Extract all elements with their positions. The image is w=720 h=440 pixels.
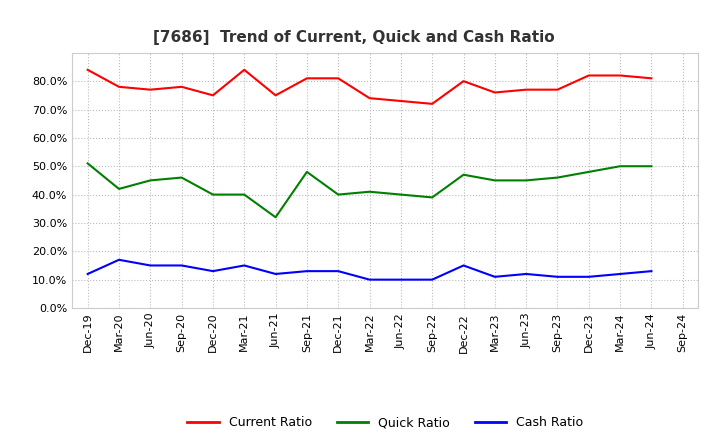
Cash Ratio — [490, 274, 499, 279]
Current Ratio — [271, 93, 280, 98]
Cash Ratio — [553, 274, 562, 279]
Quick Ratio — [271, 215, 280, 220]
Cash Ratio — [334, 268, 343, 274]
Current Ratio — [209, 93, 217, 98]
Quick Ratio — [490, 178, 499, 183]
Cash Ratio — [84, 271, 92, 277]
Cash Ratio — [177, 263, 186, 268]
Quick Ratio — [84, 161, 92, 166]
Cash Ratio — [459, 263, 468, 268]
Current Ratio — [490, 90, 499, 95]
Cash Ratio — [365, 277, 374, 282]
Current Ratio — [647, 76, 656, 81]
Cash Ratio — [585, 274, 593, 279]
Cash Ratio — [114, 257, 123, 262]
Quick Ratio — [616, 164, 624, 169]
Quick Ratio — [647, 164, 656, 169]
Quick Ratio — [522, 178, 531, 183]
Legend: Current Ratio, Quick Ratio, Cash Ratio: Current Ratio, Quick Ratio, Cash Ratio — [182, 411, 588, 434]
Cash Ratio — [209, 268, 217, 274]
Current Ratio — [177, 84, 186, 89]
Quick Ratio — [428, 195, 436, 200]
Quick Ratio — [585, 169, 593, 175]
Current Ratio — [553, 87, 562, 92]
Quick Ratio — [459, 172, 468, 177]
Current Ratio — [428, 101, 436, 106]
Cash Ratio — [302, 268, 311, 274]
Quick Ratio — [146, 178, 155, 183]
Cash Ratio — [428, 277, 436, 282]
Text: [7686]  Trend of Current, Quick and Cash Ratio: [7686] Trend of Current, Quick and Cash … — [153, 29, 555, 45]
Current Ratio — [240, 67, 248, 73]
Cash Ratio — [271, 271, 280, 277]
Quick Ratio — [240, 192, 248, 197]
Current Ratio — [302, 76, 311, 81]
Cash Ratio — [146, 263, 155, 268]
Quick Ratio — [114, 186, 123, 191]
Current Ratio — [522, 87, 531, 92]
Quick Ratio — [553, 175, 562, 180]
Line: Quick Ratio: Quick Ratio — [88, 163, 652, 217]
Cash Ratio — [647, 268, 656, 274]
Quick Ratio — [177, 175, 186, 180]
Current Ratio — [146, 87, 155, 92]
Quick Ratio — [397, 192, 405, 197]
Quick Ratio — [302, 169, 311, 175]
Current Ratio — [616, 73, 624, 78]
Current Ratio — [459, 78, 468, 84]
Quick Ratio — [334, 192, 343, 197]
Line: Current Ratio: Current Ratio — [88, 70, 652, 104]
Current Ratio — [365, 95, 374, 101]
Current Ratio — [585, 73, 593, 78]
Quick Ratio — [209, 192, 217, 197]
Line: Cash Ratio: Cash Ratio — [88, 260, 652, 280]
Cash Ratio — [397, 277, 405, 282]
Current Ratio — [334, 76, 343, 81]
Current Ratio — [114, 84, 123, 89]
Cash Ratio — [616, 271, 624, 277]
Current Ratio — [397, 99, 405, 104]
Cash Ratio — [522, 271, 531, 277]
Quick Ratio — [365, 189, 374, 194]
Current Ratio — [84, 67, 92, 73]
Cash Ratio — [240, 263, 248, 268]
